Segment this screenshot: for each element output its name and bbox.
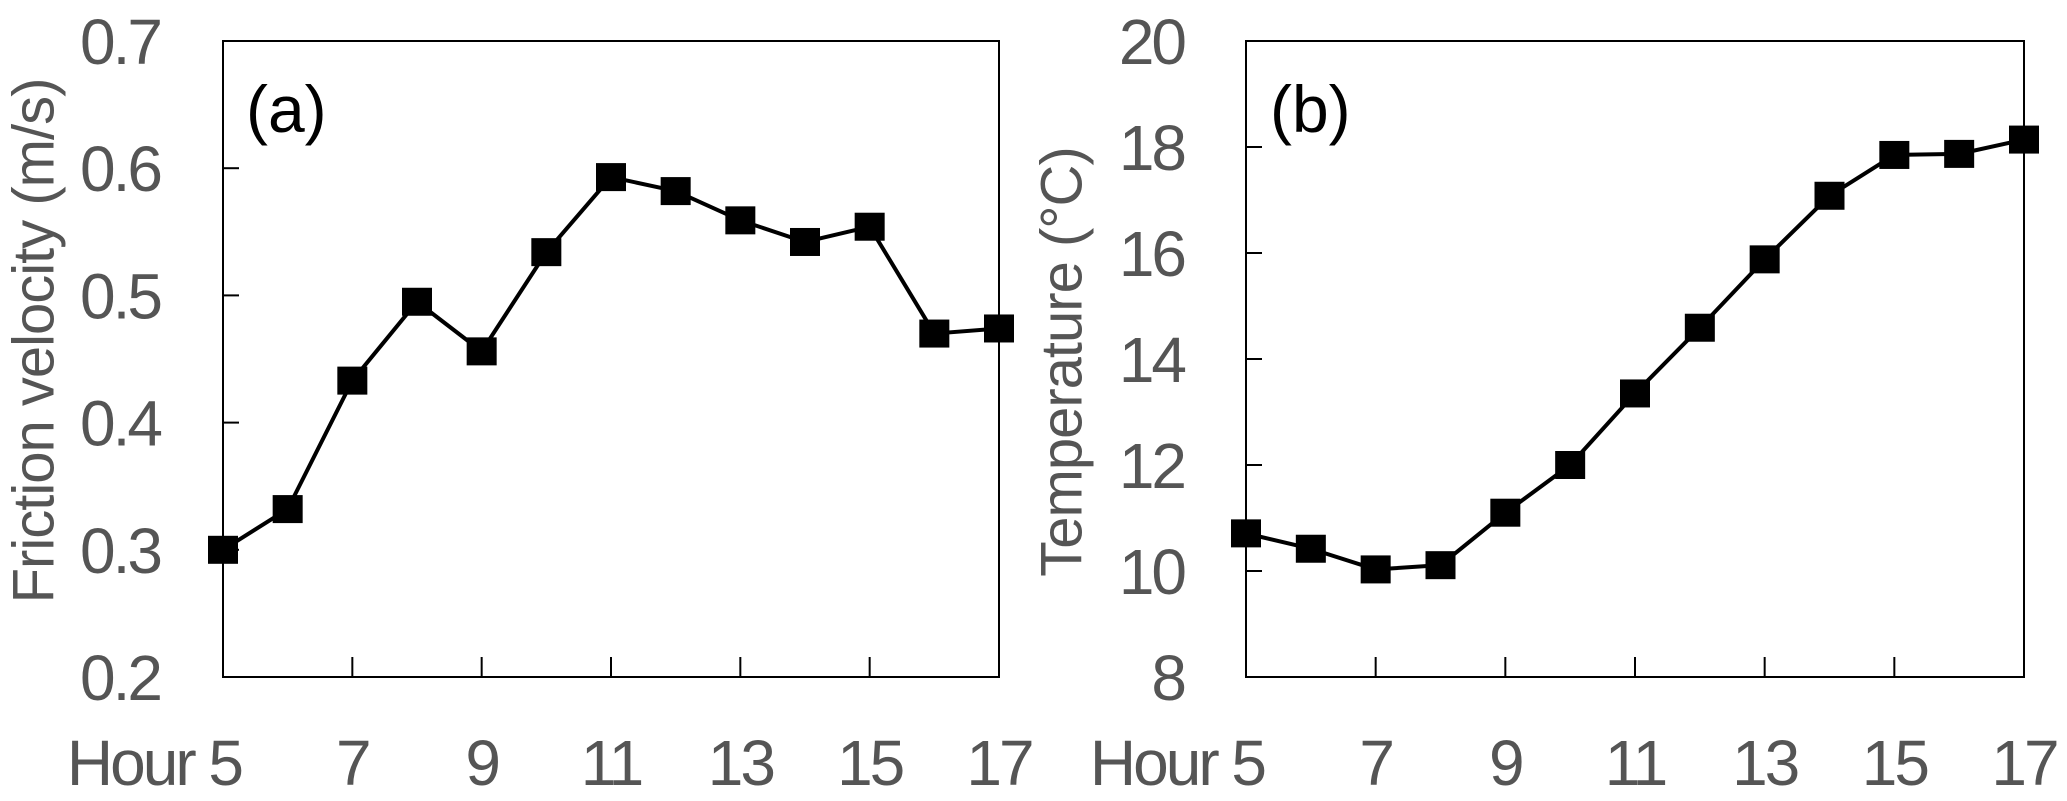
data-point-marker	[984, 314, 1014, 343]
x-tick-label: Hour 5	[1090, 727, 1265, 799]
data-point-marker	[466, 337, 497, 366]
data-point-marker	[790, 227, 820, 256]
y-tick-label: 0.3	[80, 515, 160, 587]
data-point-marker	[1425, 551, 1456, 580]
data-point-marker	[1295, 534, 1326, 563]
y-tick-label: 0.6	[80, 133, 160, 205]
data-point-marker	[1620, 379, 1650, 408]
x-tick-label: 11	[1605, 727, 1666, 799]
data-point-marker	[725, 206, 756, 235]
data-point-marker	[337, 366, 368, 395]
x-tick-label: 13	[1732, 727, 1798, 799]
data-point-marker	[531, 238, 562, 267]
x-tick-label: 13	[708, 727, 774, 799]
panel-label: (a)	[246, 72, 327, 146]
data-point-marker	[208, 535, 238, 564]
y-tick-label: 16	[1119, 218, 1185, 290]
y-tick-label: 0.7	[80, 6, 160, 78]
plot-frame	[222, 40, 1000, 678]
data-point-marker	[272, 495, 303, 524]
y-tick-label: 12	[1119, 430, 1185, 502]
y-tick-label: 14	[1119, 324, 1186, 396]
data-point-marker	[1490, 498, 1521, 527]
data-point-marker	[1684, 313, 1715, 342]
x-tick-label: 17	[1991, 727, 2057, 799]
data-point-marker	[596, 163, 626, 192]
data-point-marker	[1555, 451, 1586, 479]
y-axis-title: Friction velocity (m/s)	[1, 79, 66, 604]
x-tick-label: 17	[966, 727, 1032, 799]
y-tick-label: 0.2	[80, 642, 160, 714]
data-point-marker	[1814, 181, 1845, 210]
x-tick-label: Hour 5	[67, 727, 242, 799]
data-point-marker	[2009, 125, 2039, 154]
data-point-marker	[1879, 140, 1910, 169]
x-tick-label: 15	[1862, 727, 1928, 799]
y-tick-label: 0.4	[80, 388, 161, 460]
x-tick-label: 15	[837, 727, 903, 799]
x-tick-label: 11	[581, 727, 642, 799]
data-point-marker	[919, 319, 950, 348]
y-axis-title: Temperature (°C)	[1029, 147, 1094, 576]
x-tick-label: 7	[1359, 727, 1392, 799]
data-point-marker	[1360, 555, 1391, 584]
y-tick-label: 8	[1151, 642, 1184, 714]
data-point-marker	[660, 177, 691, 206]
data-point-marker	[402, 287, 432, 316]
x-tick-label: 9	[1489, 727, 1522, 799]
data-point-marker	[1944, 139, 1975, 168]
x-tick-label: 7	[336, 727, 369, 799]
data-point-marker	[854, 212, 885, 241]
y-tick-label: 18	[1119, 112, 1185, 184]
data-point-marker	[1231, 519, 1261, 548]
y-tick-label: 0.5	[80, 260, 160, 332]
series-line	[1245, 137, 2025, 572]
x-tick-label: 9	[465, 727, 498, 799]
y-tick-label: 10	[1119, 536, 1186, 608]
data-point-marker	[1749, 245, 1780, 274]
y-tick-label: 20	[1119, 6, 1186, 78]
panel-label: (b)	[1270, 72, 1351, 146]
